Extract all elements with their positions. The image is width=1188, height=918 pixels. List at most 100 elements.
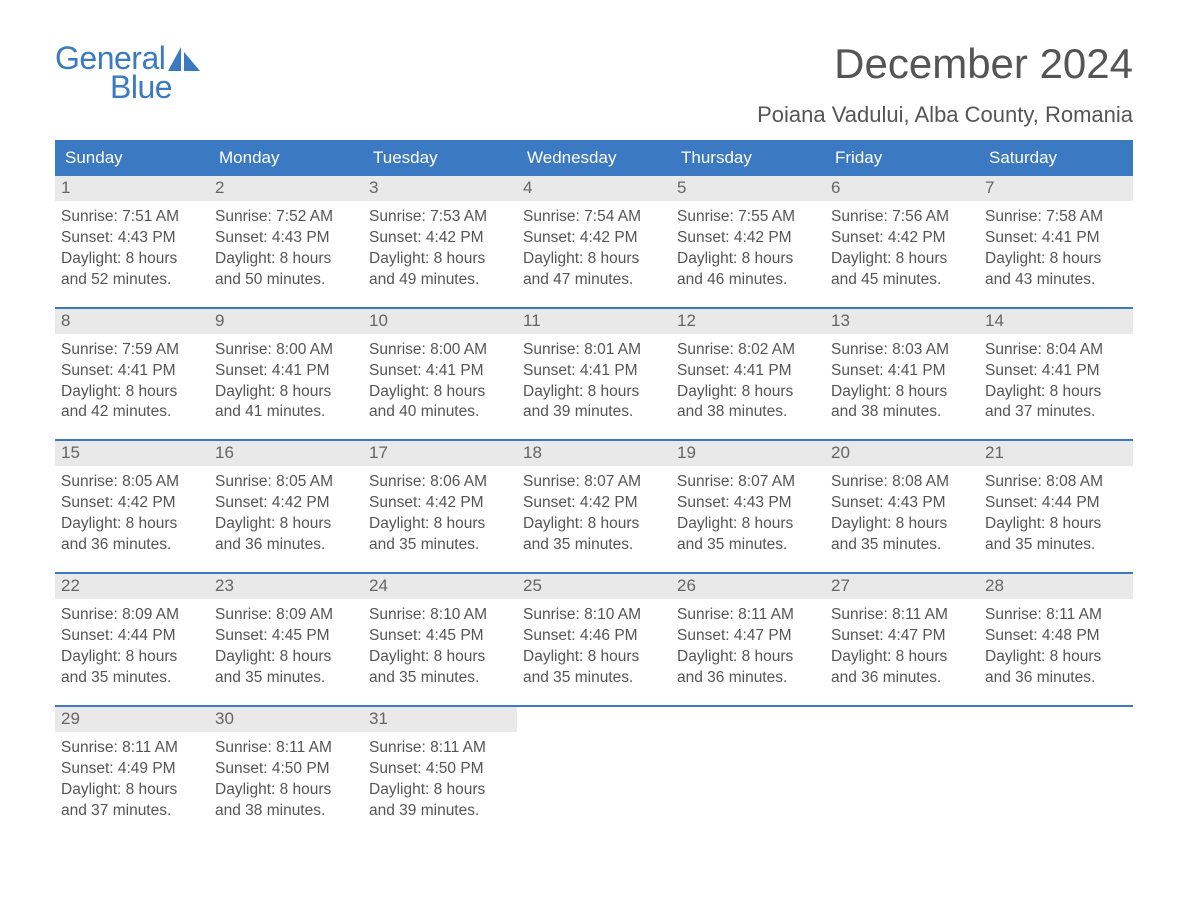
day-number: 17: [363, 441, 517, 466]
day-body: Sunrise: 8:01 AMSunset: 4:41 PMDaylight:…: [517, 334, 671, 424]
dow-cell: Friday: [825, 140, 979, 176]
daylight-line-1: Daylight: 8 hours: [831, 514, 973, 535]
day-body: Sunrise: 8:10 AMSunset: 4:45 PMDaylight:…: [363, 599, 517, 689]
daylight-line-1: Daylight: 8 hours: [677, 514, 819, 535]
day-cell: [979, 707, 1133, 822]
sunset-line: Sunset: 4:43 PM: [831, 493, 973, 514]
day-body: Sunrise: 7:59 AMSunset: 4:41 PMDaylight:…: [55, 334, 209, 424]
sunrise-line: Sunrise: 8:07 AM: [677, 472, 819, 493]
day-number: 28: [979, 574, 1133, 599]
day-number: 19: [671, 441, 825, 466]
sunrise-line: Sunrise: 8:08 AM: [831, 472, 973, 493]
day-number: 30: [209, 707, 363, 732]
day-number: 18: [517, 441, 671, 466]
calendar: SundayMondayTuesdayWednesdayThursdayFrid…: [55, 140, 1133, 821]
daylight-line-2: and 35 minutes.: [523, 535, 665, 556]
sunset-line: Sunset: 4:50 PM: [215, 759, 357, 780]
day-number: 1: [55, 176, 209, 201]
sunrise-line: Sunrise: 8:00 AM: [369, 340, 511, 361]
sunset-line: Sunset: 4:50 PM: [369, 759, 511, 780]
daylight-line-2: and 38 minutes.: [831, 402, 973, 423]
sunrise-line: Sunrise: 7:51 AM: [61, 207, 203, 228]
day-cell: 2Sunrise: 7:52 AMSunset: 4:43 PMDaylight…: [209, 176, 363, 291]
page: General Blue December 2024 Poiana Vadulu…: [0, 0, 1188, 821]
day-body: Sunrise: 7:51 AMSunset: 4:43 PMDaylight:…: [55, 201, 209, 291]
sunrise-line: Sunrise: 7:54 AM: [523, 207, 665, 228]
day-cell: 5Sunrise: 7:55 AMSunset: 4:42 PMDaylight…: [671, 176, 825, 291]
daylight-line-2: and 36 minutes.: [831, 668, 973, 689]
month-title: December 2024: [757, 40, 1133, 88]
daylight-line-2: and 35 minutes.: [985, 535, 1127, 556]
weeks-container: 1Sunrise: 7:51 AMSunset: 4:43 PMDaylight…: [55, 176, 1133, 821]
daylight-line-2: and 45 minutes.: [831, 270, 973, 291]
day-number: [825, 707, 979, 732]
daylight-line-2: and 39 minutes.: [523, 402, 665, 423]
day-number: 23: [209, 574, 363, 599]
sunrise-line: Sunrise: 8:07 AM: [523, 472, 665, 493]
day-cell: 29Sunrise: 8:11 AMSunset: 4:49 PMDayligh…: [55, 707, 209, 822]
sunrise-line: Sunrise: 8:11 AM: [985, 605, 1127, 626]
sunrise-line: Sunrise: 8:11 AM: [369, 738, 511, 759]
daylight-line-1: Daylight: 8 hours: [61, 249, 203, 270]
day-cell: 8Sunrise: 7:59 AMSunset: 4:41 PMDaylight…: [55, 309, 209, 424]
daylight-line-2: and 35 minutes.: [369, 535, 511, 556]
logo-word-blue: Blue: [110, 69, 200, 106]
day-body: Sunrise: 7:55 AMSunset: 4:42 PMDaylight:…: [671, 201, 825, 291]
daylight-line-1: Daylight: 8 hours: [985, 382, 1127, 403]
sunset-line: Sunset: 4:42 PM: [369, 228, 511, 249]
day-number: 11: [517, 309, 671, 334]
daylight-line-1: Daylight: 8 hours: [369, 382, 511, 403]
daylight-line-2: and 47 minutes.: [523, 270, 665, 291]
sunrise-line: Sunrise: 8:11 AM: [677, 605, 819, 626]
day-number: 7: [979, 176, 1133, 201]
day-number: 24: [363, 574, 517, 599]
day-cell: 28Sunrise: 8:11 AMSunset: 4:48 PMDayligh…: [979, 574, 1133, 689]
daylight-line-1: Daylight: 8 hours: [523, 249, 665, 270]
day-body: Sunrise: 8:03 AMSunset: 4:41 PMDaylight:…: [825, 334, 979, 424]
daylight-line-2: and 35 minutes.: [369, 668, 511, 689]
day-number: [671, 707, 825, 732]
day-body: Sunrise: 7:54 AMSunset: 4:42 PMDaylight:…: [517, 201, 671, 291]
daylight-line-1: Daylight: 8 hours: [61, 514, 203, 535]
daylight-line-1: Daylight: 8 hours: [369, 249, 511, 270]
day-body: Sunrise: 8:06 AMSunset: 4:42 PMDaylight:…: [363, 466, 517, 556]
sunrise-line: Sunrise: 7:59 AM: [61, 340, 203, 361]
daylight-line-2: and 50 minutes.: [215, 270, 357, 291]
day-cell: 12Sunrise: 8:02 AMSunset: 4:41 PMDayligh…: [671, 309, 825, 424]
daylight-line-1: Daylight: 8 hours: [369, 514, 511, 535]
daylight-line-1: Daylight: 8 hours: [215, 514, 357, 535]
day-cell: 15Sunrise: 8:05 AMSunset: 4:42 PMDayligh…: [55, 441, 209, 556]
day-number: 5: [671, 176, 825, 201]
day-body: Sunrise: 8:09 AMSunset: 4:44 PMDaylight:…: [55, 599, 209, 689]
day-cell: 22Sunrise: 8:09 AMSunset: 4:44 PMDayligh…: [55, 574, 209, 689]
daylight-line-2: and 41 minutes.: [215, 402, 357, 423]
day-body: Sunrise: 8:11 AMSunset: 4:50 PMDaylight:…: [363, 732, 517, 822]
day-body: Sunrise: 8:11 AMSunset: 4:47 PMDaylight:…: [825, 599, 979, 689]
daylight-line-2: and 38 minutes.: [215, 801, 357, 822]
sunset-line: Sunset: 4:46 PM: [523, 626, 665, 647]
day-body: Sunrise: 7:52 AMSunset: 4:43 PMDaylight:…: [209, 201, 363, 291]
sunrise-line: Sunrise: 8:00 AM: [215, 340, 357, 361]
day-cell: 30Sunrise: 8:11 AMSunset: 4:50 PMDayligh…: [209, 707, 363, 822]
sunset-line: Sunset: 4:41 PM: [831, 361, 973, 382]
day-number: 12: [671, 309, 825, 334]
day-number: [979, 707, 1133, 732]
day-cell: 13Sunrise: 8:03 AMSunset: 4:41 PMDayligh…: [825, 309, 979, 424]
day-cell: 7Sunrise: 7:58 AMSunset: 4:41 PMDaylight…: [979, 176, 1133, 291]
daylight-line-1: Daylight: 8 hours: [369, 647, 511, 668]
sunrise-line: Sunrise: 7:53 AM: [369, 207, 511, 228]
day-cell: 19Sunrise: 8:07 AMSunset: 4:43 PMDayligh…: [671, 441, 825, 556]
day-body: Sunrise: 8:05 AMSunset: 4:42 PMDaylight:…: [55, 466, 209, 556]
sunset-line: Sunset: 4:47 PM: [677, 626, 819, 647]
day-cell: 23Sunrise: 8:09 AMSunset: 4:45 PMDayligh…: [209, 574, 363, 689]
day-body: Sunrise: 8:02 AMSunset: 4:41 PMDaylight:…: [671, 334, 825, 424]
day-cell: 4Sunrise: 7:54 AMSunset: 4:42 PMDaylight…: [517, 176, 671, 291]
daylight-line-1: Daylight: 8 hours: [61, 382, 203, 403]
day-body: Sunrise: 8:11 AMSunset: 4:50 PMDaylight:…: [209, 732, 363, 822]
day-body: Sunrise: 8:11 AMSunset: 4:48 PMDaylight:…: [979, 599, 1133, 689]
sunset-line: Sunset: 4:44 PM: [985, 493, 1127, 514]
day-body: Sunrise: 8:09 AMSunset: 4:45 PMDaylight:…: [209, 599, 363, 689]
sunrise-line: Sunrise: 7:56 AM: [831, 207, 973, 228]
daylight-line-1: Daylight: 8 hours: [523, 647, 665, 668]
day-body: Sunrise: 7:56 AMSunset: 4:42 PMDaylight:…: [825, 201, 979, 291]
